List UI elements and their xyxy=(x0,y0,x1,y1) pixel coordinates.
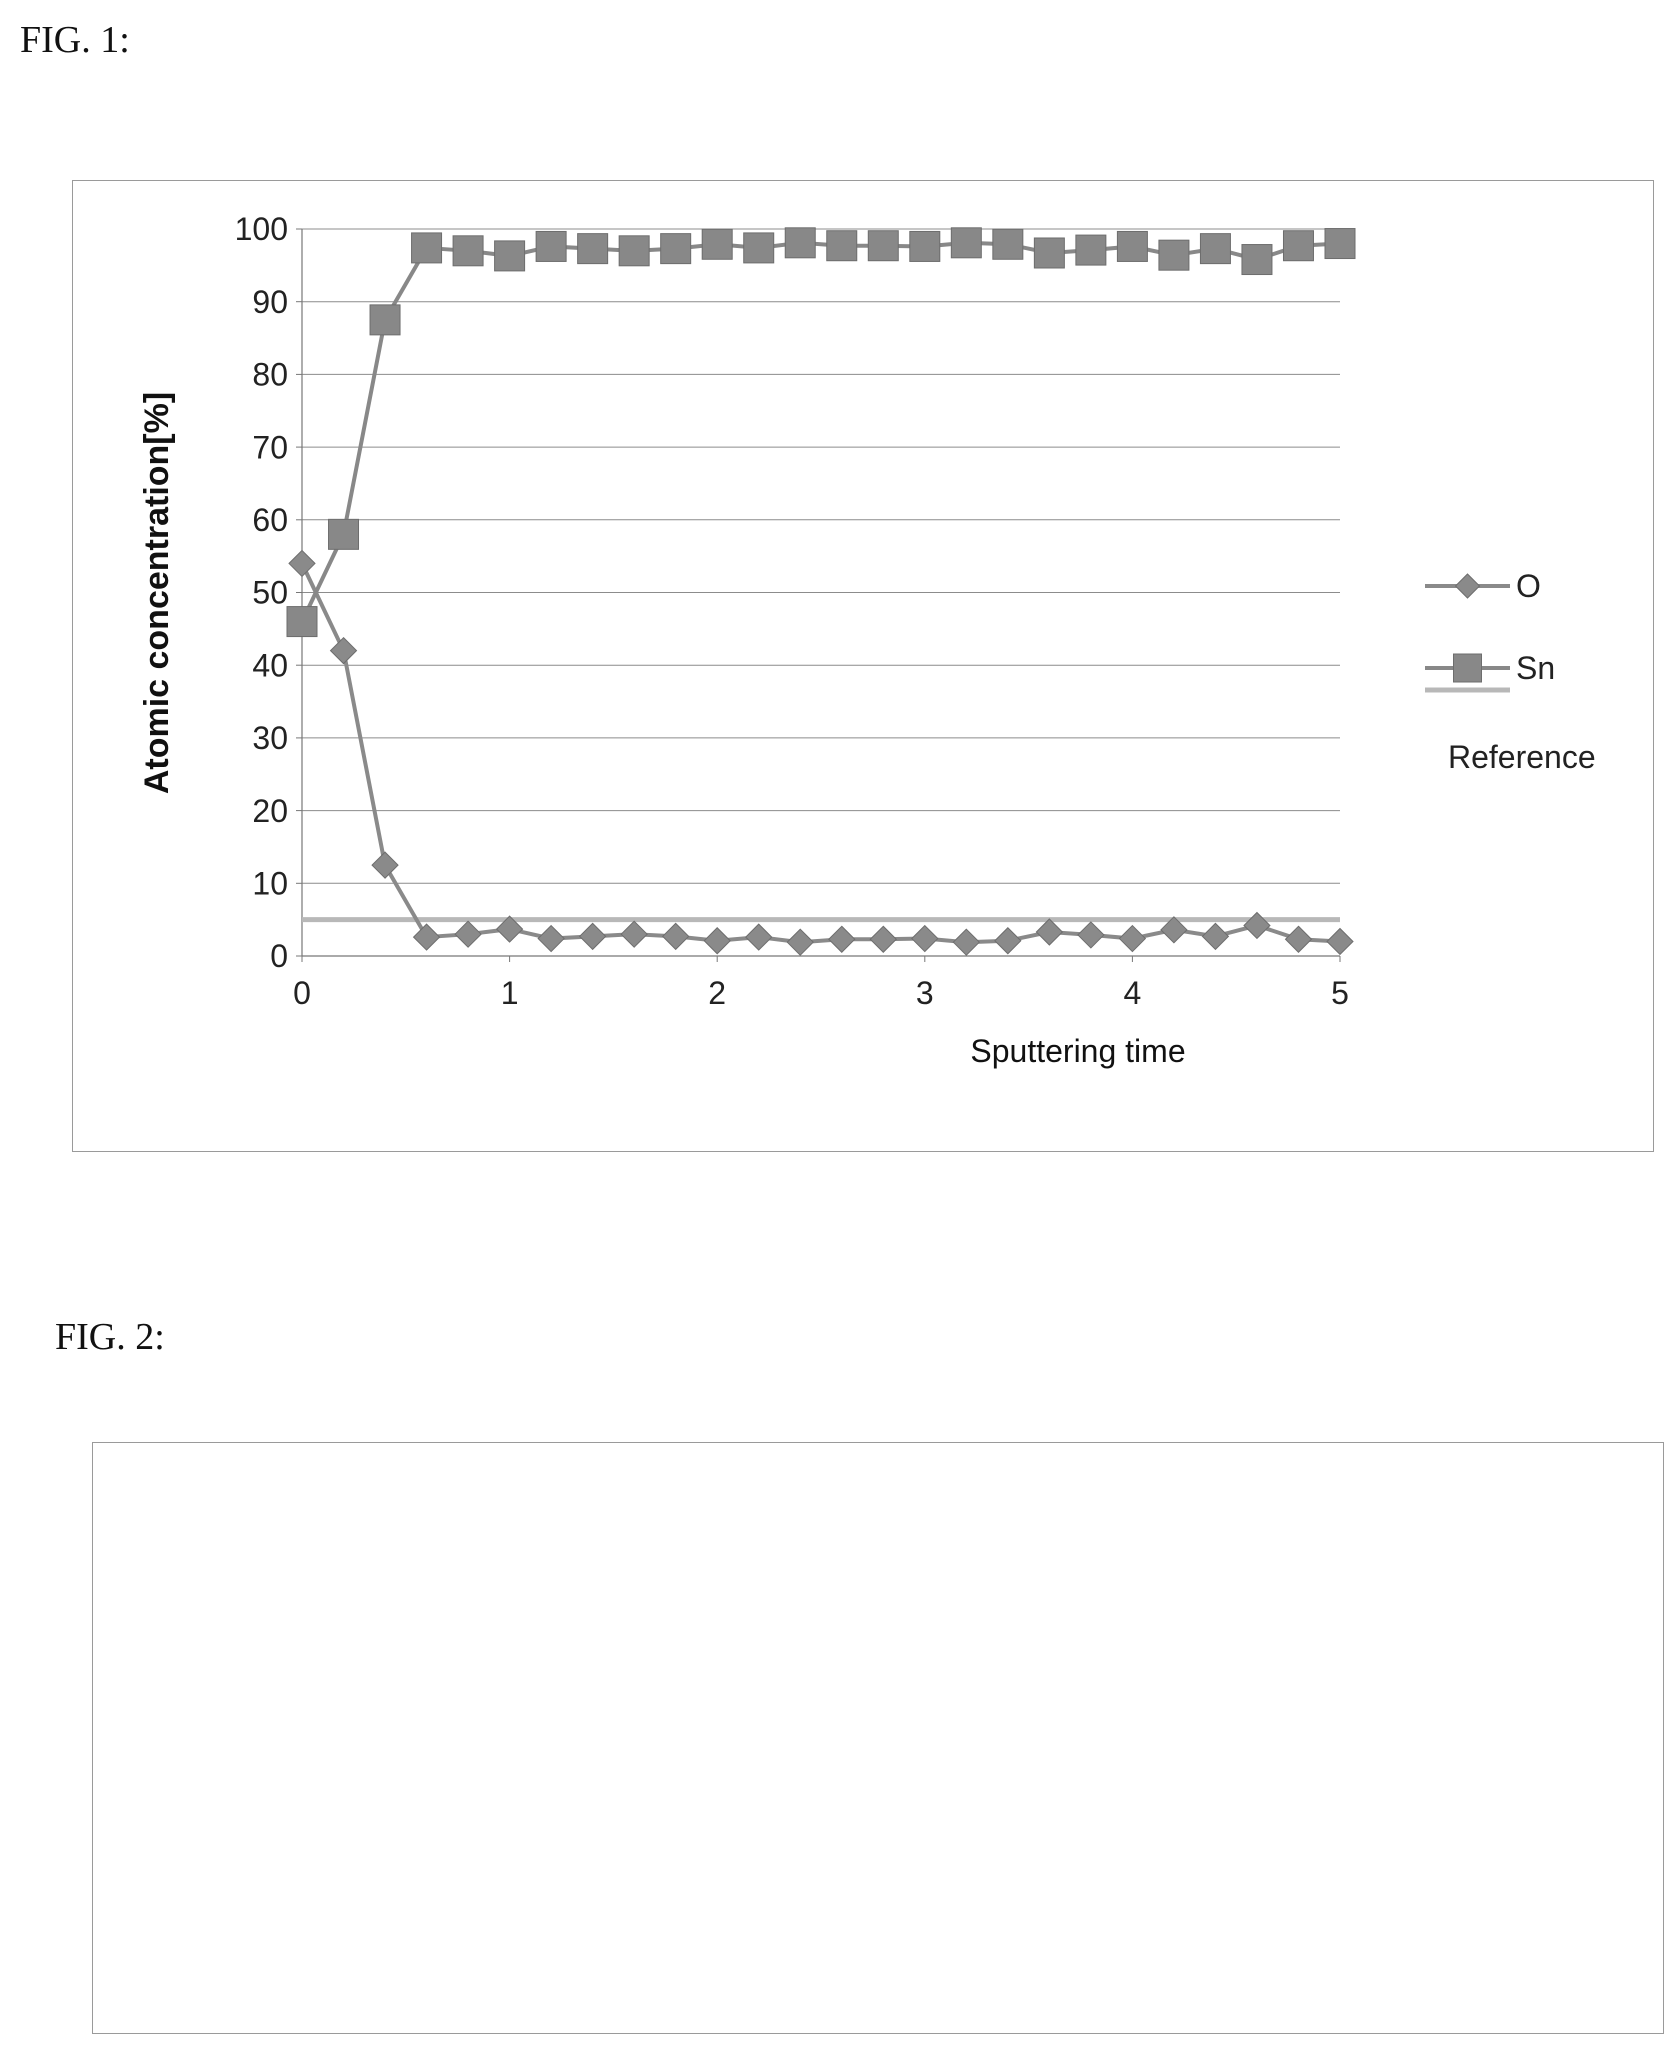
chart1-series-sn-point xyxy=(784,227,816,259)
chart1-y-axis-label: Atomic concentration[%] xyxy=(138,392,176,794)
chart1-legend-o-marker xyxy=(1454,573,1481,599)
chart1-series-o-point xyxy=(1201,922,1230,951)
chart1-legend-sn-label: Sn xyxy=(1516,650,1555,686)
chart1-x-tick-label: 1 xyxy=(501,975,519,1011)
chart1-series-sn-point xyxy=(1241,244,1273,276)
chart1-series-sn-point xyxy=(1075,234,1107,266)
chart1-x-tick-label: 4 xyxy=(1124,975,1142,1011)
chart1-x-tick-label: 2 xyxy=(708,975,726,1011)
chart1-series-sn-point xyxy=(826,230,858,262)
chart1-series-o-point xyxy=(495,915,524,943)
chart1-series-sn-point xyxy=(992,228,1024,260)
chart1-series-sn-point xyxy=(369,304,401,336)
chart1-y-tick-label: 30 xyxy=(252,720,288,756)
chart1-series-o-point xyxy=(1035,918,1064,946)
chart-2-frame xyxy=(92,1442,1664,2034)
chart1-y-tick-label: 50 xyxy=(252,575,288,611)
chart1-series-o-point xyxy=(911,924,939,953)
chart1-series-sn-point xyxy=(1033,237,1065,269)
chart1-series-sn-point xyxy=(494,240,526,272)
chart1-series-sn-line xyxy=(302,240,1341,623)
chart1-y-tick-label: 10 xyxy=(252,866,288,902)
chart1-series-o-point xyxy=(537,924,565,953)
chart1-series-o-point xyxy=(412,923,441,951)
chart1-series-o-line xyxy=(302,562,1341,945)
chart1-series-o-point xyxy=(828,925,856,953)
chart1-x-tick-label: 5 xyxy=(1331,975,1349,1011)
chart1-y-tick-label: 40 xyxy=(252,647,288,683)
chart1-series-sn-point xyxy=(1324,228,1356,260)
chart1-series-o-point xyxy=(745,923,773,951)
chart1-series-sn-point xyxy=(909,230,941,262)
chart1-series-sn-point xyxy=(950,227,982,259)
chart1-series-o-point xyxy=(288,549,316,578)
chart1-series-o-point xyxy=(329,636,358,665)
chart1-series-sn-point xyxy=(660,233,692,265)
chart1-legend-reference-label: Reference xyxy=(1448,739,1596,775)
chart1-series-sn-point xyxy=(286,606,318,638)
chart1-series-sn-point xyxy=(328,518,360,550)
chart1-series-sn-point xyxy=(1199,233,1231,265)
chart-1-frame xyxy=(72,180,1654,1152)
chart1-y-tick-label: 0 xyxy=(270,938,288,974)
chart1-series-o-point xyxy=(620,920,648,948)
chart1-series-sn-point xyxy=(1158,239,1190,271)
chart1-series-o-point xyxy=(454,920,482,948)
chart1-series-o-point xyxy=(371,851,399,879)
chart1-series-sn-point xyxy=(577,233,609,265)
chart1-y-tick-label: 80 xyxy=(252,357,288,393)
chart1-series-o-point xyxy=(578,922,607,951)
chart1-y-tick-label: 100 xyxy=(235,211,288,247)
chart1-series-o-point xyxy=(994,927,1022,955)
chart1-series-o-point xyxy=(869,925,897,953)
chart1-x-tick-label: 0 xyxy=(293,975,311,1011)
figure-1-title: FIG. 1: xyxy=(20,19,130,61)
chart1-series-o-point xyxy=(703,927,731,955)
chart1-series-o-point xyxy=(661,922,690,951)
chart1-series-sn-point xyxy=(1282,230,1314,262)
chart1-x-tick-label: 3 xyxy=(916,975,934,1011)
chart1-series-sn-point xyxy=(867,230,899,262)
chart1-series-o-point xyxy=(1077,921,1105,949)
chart1-series-sn-point xyxy=(535,230,567,262)
chart1-series-o-point xyxy=(1118,924,1147,953)
chart1-y-tick-label: 90 xyxy=(252,284,288,320)
chart1-y-tick-label: 70 xyxy=(252,429,288,465)
chart1-series-o-point xyxy=(1243,911,1271,940)
figure-2-title: FIG. 2: xyxy=(55,1316,165,1358)
chart1-series-sn-point xyxy=(743,232,775,264)
chart1-series-sn-point xyxy=(701,228,733,260)
chart1-series-sn-point xyxy=(1116,230,1148,262)
chart1-series-o-point xyxy=(1326,927,1354,956)
chart1-y-tick-label: 60 xyxy=(252,502,288,538)
chart1-series-o-point xyxy=(952,928,981,956)
chart1-series-sn-point xyxy=(411,232,443,264)
chart1-series-o-point xyxy=(1284,925,1313,953)
chart1-x-axis-label: Sputtering time xyxy=(970,1033,1185,1069)
chart1-legend-sn-marker xyxy=(1453,653,1482,683)
chart1-legend-o-label: O xyxy=(1516,568,1541,604)
chart1-y-tick-label: 20 xyxy=(252,793,288,829)
chart1-series-o-point xyxy=(1160,916,1188,944)
chart1-series-sn-point xyxy=(452,235,484,267)
chart1-series-sn-point xyxy=(618,235,650,267)
chart1-series-o-point xyxy=(786,928,814,956)
